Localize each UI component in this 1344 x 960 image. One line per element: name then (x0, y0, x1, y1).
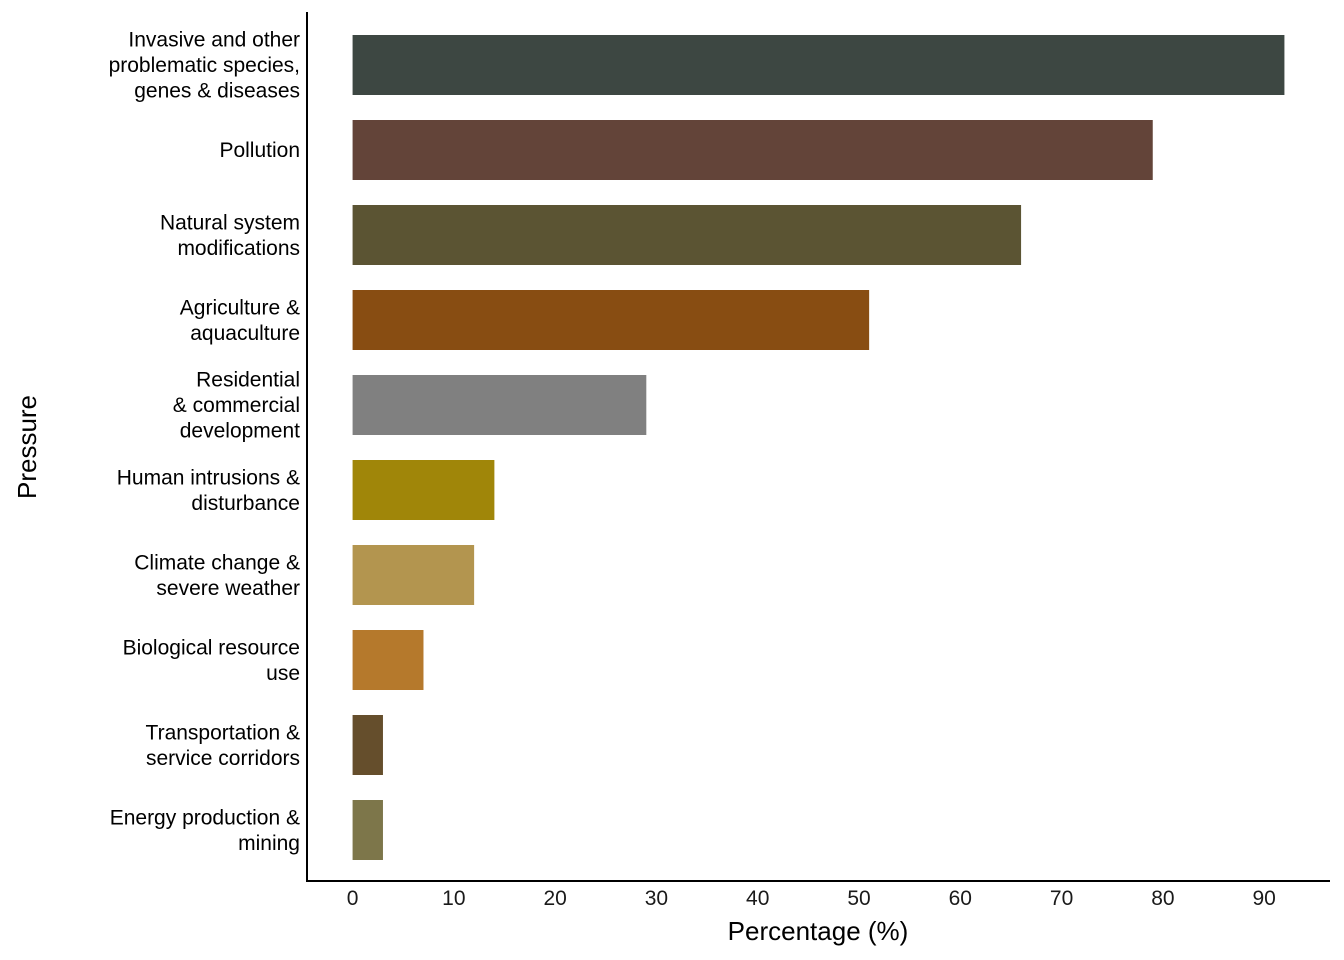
x-tick-label: 10 (442, 887, 465, 910)
y-tick-label-line: mining (238, 832, 300, 855)
x-tick-label: 90 (1252, 887, 1275, 910)
x-tick-label: 0 (347, 887, 359, 910)
y-tick-label-line: severe weather (156, 577, 300, 600)
y-tick-label-line: aquaculture (190, 322, 300, 345)
y-tick-labels: Invasive and other problematic species, ge… (109, 29, 301, 855)
x-tick-label: 30 (645, 887, 668, 910)
y-tick-label-line: Energy production & (110, 806, 300, 829)
x-tick-label: 60 (949, 887, 972, 910)
y-tick-label: Biological resource use (123, 636, 300, 685)
y-tick-label: Energy production & mining (110, 806, 300, 855)
bars-group (352, 35, 1285, 860)
x-axis-title: Percentage (%) (728, 916, 909, 946)
y-tick-label-line: Natural system (160, 211, 300, 234)
y-tick-label: Residential & commercial development (173, 369, 300, 443)
y-axis-title: Pressure (12, 395, 42, 499)
bar (352, 630, 424, 690)
y-tick-label: Transportation & service corridors (146, 721, 300, 770)
x-tick-label: 80 (1151, 887, 1174, 910)
y-tick-label-line: Climate change & (134, 551, 300, 574)
y-tick-label-line: disturbance (191, 492, 300, 515)
y-tick-label-line: Residential (196, 369, 300, 392)
y-tick-label-line: & commercial (173, 394, 300, 417)
y-tick-label-line: Invasive and other (128, 29, 300, 52)
bar (352, 35, 1285, 95)
bar (352, 375, 647, 435)
y-tick-label-line: use (266, 662, 300, 685)
y-tick-label-line: Agriculture & (180, 296, 300, 319)
bar (352, 120, 1153, 180)
y-tick-label-line: service corridors (146, 747, 300, 770)
bar (352, 800, 383, 860)
y-tick-label-line: problematic species, (109, 54, 300, 77)
y-tick-label: Agriculture & aquaculture (180, 296, 300, 345)
x-tick-label: 70 (1050, 887, 1073, 910)
bar (352, 205, 1022, 265)
y-tick-label-line: Pollution (219, 139, 300, 162)
bar (352, 715, 383, 775)
bar (352, 545, 475, 605)
bar (352, 290, 870, 350)
x-tick-label: 50 (847, 887, 870, 910)
y-tick-label: Invasive and other problematic species, ge… (109, 29, 300, 103)
y-tick-label: Human intrusions & disturbance (117, 466, 300, 515)
x-tick-label: 20 (543, 887, 566, 910)
y-tick-label-line: modifications (177, 237, 300, 260)
y-tick-label-line: genes & diseases (134, 80, 300, 103)
y-tick-label-line: Transportation & (146, 721, 300, 744)
y-tick-label: Climate change & severe weather (134, 551, 300, 600)
y-tick-label-line: Human intrusions & (117, 466, 300, 489)
x-tick-label: 40 (746, 887, 769, 910)
y-tick-label: Natural system modifications (160, 211, 300, 260)
bar (352, 460, 495, 520)
y-tick-label-line: Biological resource (123, 636, 300, 659)
y-tick-label-line: development (180, 420, 300, 443)
x-tick-labels: 0 10 20 30 40 50 60 70 80 90 (347, 887, 1276, 910)
y-tick-label: Pollution (219, 139, 300, 162)
